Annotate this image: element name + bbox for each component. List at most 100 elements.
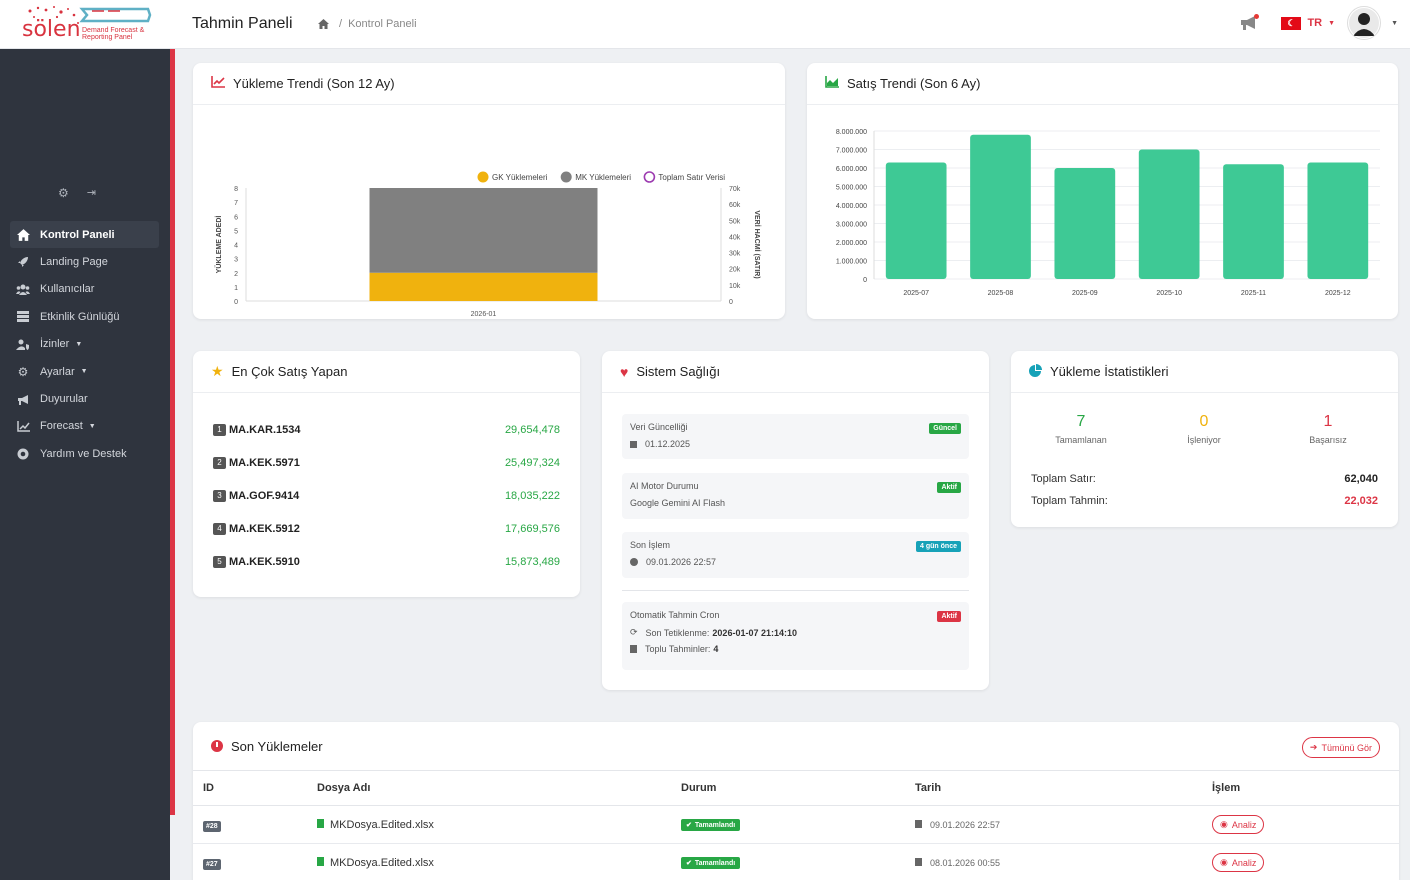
user-avatar[interactable] — [1347, 6, 1382, 40]
y2-tick-label: 40k — [729, 234, 741, 241]
analyze-button[interactable]: ◉ Analiz — [1212, 853, 1265, 872]
legend-marker — [477, 171, 489, 183]
status-badge: Güncel — [929, 423, 961, 434]
y-tick-label: 6 — [234, 214, 238, 221]
clock-history-icon — [211, 740, 223, 752]
upload-trend-title: Yükleme Trendi (Son 12 Ay) — [233, 76, 395, 91]
list-item[interactable]: 3 MA.GOF.9414 18,035,222 — [213, 485, 560, 507]
y-tick-label: 3 — [234, 257, 238, 264]
calendar-icon — [915, 819, 922, 828]
status-badge: ✔ Tamamlandı — [681, 819, 741, 831]
y-tick-label: 3.000.000 — [836, 222, 867, 229]
y2-tick-label: 60k — [729, 202, 741, 209]
y-tick-label: 8.000.000 — [836, 129, 867, 136]
y-tick-label: 5.000.000 — [836, 185, 867, 192]
uploads-table: ID Dosya Adı Durum Tarih İşlem #28 MKDos… — [193, 770, 1399, 880]
logout-icon[interactable]: ⇥ — [86, 187, 96, 199]
total-rows: Toplam Satır: 62,040 — [1031, 473, 1378, 485]
sidebar-item-yardim[interactable]: Yardım ve Destek — [10, 440, 159, 467]
company-logo[interactable]: sölen Demand Forecast & Reporting Panel — [20, 3, 160, 47]
status-badge: ✔ Tamamlandı — [681, 857, 741, 869]
bar — [1223, 164, 1284, 279]
y2-tick-label: 20k — [729, 267, 741, 274]
sidebar-item-izinler[interactable]: İzinler ▼ — [10, 331, 159, 358]
y-tick-label: 4 — [234, 243, 238, 250]
table-row: #27 MKDosya.Edited.xlsx ✔ Tamamlandı 08.0… — [193, 843, 1399, 880]
page-title: Tahmin Paneli — [192, 15, 293, 32]
col-id[interactable]: ID — [193, 770, 307, 806]
col-action[interactable]: İşlem — [1202, 770, 1399, 806]
bar — [1307, 162, 1369, 279]
file-name: MKDosya.Edited.xlsx — [330, 856, 434, 869]
id-badge: #28 — [203, 820, 221, 832]
calculator-icon — [630, 645, 637, 653]
col-file[interactable]: Dosya Adı — [307, 770, 671, 806]
sidebar-item-kontrol-paneli[interactable]: Kontrol Paneli — [10, 221, 159, 249]
bar — [970, 134, 1031, 279]
calendar-icon — [630, 440, 637, 448]
home-icon[interactable] — [318, 19, 329, 29]
y-tick-label: 2 — [234, 271, 238, 278]
scroll-indicator[interactable] — [170, 49, 175, 815]
analyze-button[interactable]: ◉ Analiz — [1212, 815, 1265, 834]
top-sellers-title: En Çok Satış Yapan — [231, 364, 348, 379]
col-date[interactable]: Tarih — [905, 770, 1202, 806]
sidebar-item-ayarlar[interactable]: ⚙ Ayarlar ▼ — [17, 364, 88, 379]
legend-marker — [643, 171, 656, 183]
users-icon — [16, 282, 30, 296]
list-item[interactable]: 2 MA.KEK.5971 25,497,324 — [213, 452, 560, 474]
stat-processing: 0 İşleniyor — [1187, 413, 1221, 445]
cron-box: Otomatik Tahmin Cron ⟳ Son Tetiklenme: 202… — [622, 602, 969, 670]
legend-label: MK Yüklemeleri — [575, 173, 631, 182]
y-tick-label: 4.000.000 — [836, 203, 867, 210]
breadcrumb: / Kontrol Paneli — [318, 18, 417, 30]
id-badge: #27 — [203, 858, 221, 870]
list-item[interactable]: 4 MA.KEK.5912 17,669,576 — [213, 518, 560, 540]
chart-icon — [16, 419, 30, 433]
excel-icon — [317, 856, 324, 866]
status-badge: 4 gün önce — [916, 541, 961, 552]
file-name: MKDosya.Edited.xlsx — [330, 818, 434, 831]
see-all-button[interactable]: ➔ Tümünü Gör — [1301, 737, 1380, 758]
top-sellers-card: ★ En Çok Satış Yapan 1 MA.KAR.1534 29,654,… — [193, 351, 580, 597]
bar — [885, 162, 947, 279]
legend-label: GK Yüklemeleri — [492, 173, 548, 182]
check-circle-icon: ✔ — [686, 860, 692, 867]
sidebar-item-etkinlik-gunlugu[interactable]: Etkinlik Günlüğü — [10, 303, 159, 330]
eye-icon: ◉ — [1220, 819, 1228, 829]
refresh-icon: ⟳ — [630, 627, 638, 637]
sidebar-item-kullanicilar[interactable]: Kullanıcılar — [10, 276, 159, 303]
x-tick-label: 2025-11 — [1241, 290, 1266, 297]
language-selector[interactable]: ☾ TR ▼ — [1281, 16, 1335, 30]
y-axis-label: YÜKLEME ADEDİ — [214, 216, 223, 274]
recent-uploads-title: Son Yüklemeler — [231, 738, 323, 754]
list-item[interactable]: 5 MA.KEK.5910 15,873,489 — [213, 551, 560, 573]
x-tick-label: 2025-08 — [988, 290, 1014, 297]
stat-failed: 1 Başarısız — [1309, 413, 1347, 445]
legend-label: Toplam Satır Verisi — [658, 173, 725, 182]
line-chart-icon — [211, 76, 225, 91]
data-update-box: Veri Güncelliği 01.12.2025 Güncel — [622, 414, 969, 459]
y-tick-label: 1.000.000 — [836, 259, 867, 266]
sidebar-item-landing-page[interactable]: Landing Page — [10, 248, 159, 275]
system-health-title: Sistem Sağlığı — [636, 364, 721, 379]
sidebar: ⚙ ⇥ Kontrol Paneli Landing Page Kullanıc… — [0, 49, 170, 880]
y-tick-label: 2.000.000 — [836, 240, 867, 247]
home-icon — [16, 228, 30, 242]
system-health-card: ♥ Sistem Sağlığı Veri Güncelliği 01.12.2… — [602, 351, 989, 690]
sidebar-item-forecast[interactable]: Forecast ▼ — [10, 413, 159, 440]
announcement-icon[interactable] — [1239, 14, 1260, 32]
settings-gear-icon[interactable]: ⚙ — [58, 186, 69, 200]
turkey-flag-icon: ☾ — [1281, 16, 1302, 30]
top-bar: sölen Demand Forecast & Reporting Panel … — [0, 0, 1410, 49]
area-chart-icon — [825, 76, 839, 91]
user-menu-caret-icon[interactable]: ▼ — [1391, 19, 1398, 27]
sidebar-item-duyurular[interactable]: Duyurular — [10, 385, 159, 412]
col-status[interactable]: Durum — [671, 770, 905, 806]
stat-completed: 7 Tamamlanan — [1055, 413, 1107, 445]
list-item[interactable]: 1 MA.KAR.1534 29,654,478 — [213, 419, 560, 441]
upload-trend-chart: 0 1 2 3 4 5 6 7 8 0 10k 20k 30k 40k 50k 60k 70k YÜKLEME A… — [214, 171, 761, 318]
last-operation-box: Son İşlem 09.01.2026 22:57 4 gün önce — [622, 532, 969, 578]
y-tick-label: 0 — [863, 277, 867, 284]
y2-axis-label: VERİ HACMİ (SATIR) — [753, 210, 761, 278]
